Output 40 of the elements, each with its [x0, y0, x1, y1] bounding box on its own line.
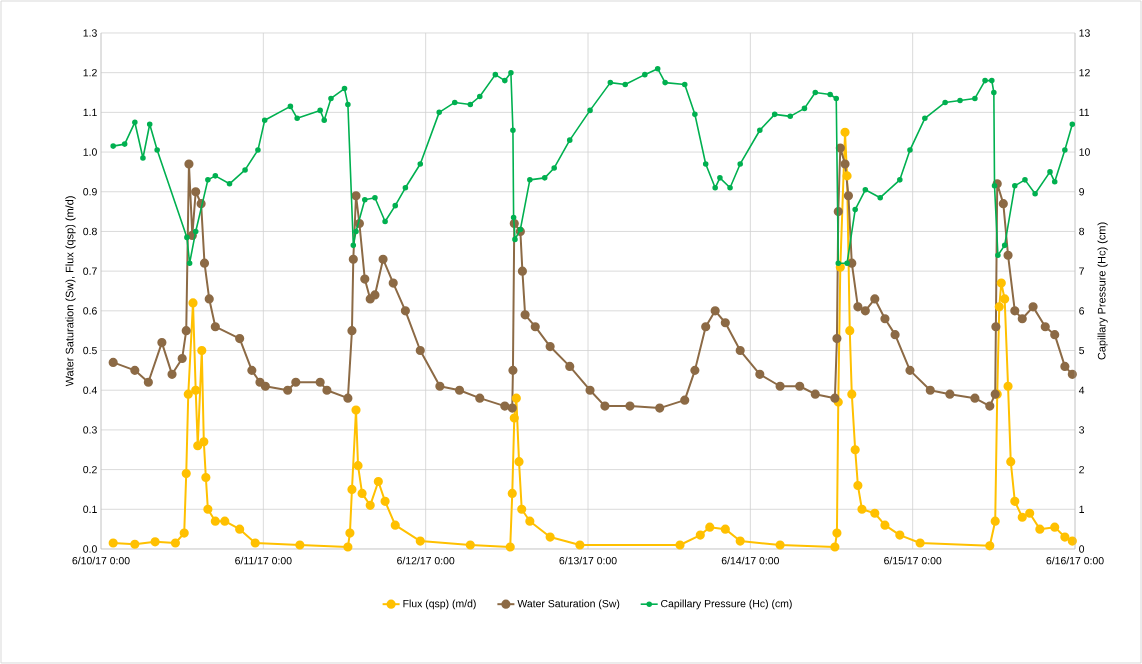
y-tick-label: 0.6	[83, 307, 97, 315]
y-axis-title: Water Saturation (Sw), Flux (qsp) (m/d)	[65, 196, 76, 387]
y2-tick-label: 6	[1079, 307, 1085, 315]
y2-tick-label: 11	[1079, 108, 1090, 116]
y2-tick-label: 2	[1079, 465, 1084, 474]
x-tick-label: 6/16/17 0:00	[1046, 556, 1104, 565]
legend-label: Water Saturation (Sw)	[517, 599, 620, 610]
y-tick-label: 0.5	[83, 346, 97, 355]
y2-tick-label: 4	[1078, 386, 1085, 394]
x-tick-label: 6/11/17 0:00	[235, 556, 292, 565]
y-tick-label: 1.0	[83, 148, 97, 156]
y2-tick-label: 3	[1079, 426, 1085, 434]
y2-tick-label: 5	[1079, 346, 1085, 355]
y2-tick-label: 8	[1079, 227, 1085, 236]
y-tick-label: 0.1	[83, 505, 97, 513]
y2-tick-label: 9	[1079, 188, 1085, 196]
y-tick-label: 1.3	[83, 29, 97, 37]
x-tick-label: 6/10/17 0:00	[72, 556, 130, 565]
y2-tick-label: 7	[1079, 267, 1084, 275]
x-tick-label: 6/15/17 0:00	[884, 556, 942, 565]
y2-tick-label: 13	[1079, 29, 1090, 37]
y2-tick-label: 10	[1079, 148, 1090, 156]
y2-tick-label: 1	[1079, 505, 1084, 513]
y-tick-label: 0.0	[83, 545, 97, 553]
y-tick-label: 0.4	[83, 386, 98, 394]
y2-axis-title: Capillary Pressure (Hc) (cm)	[1097, 222, 1108, 360]
y-tick-label: 1.2	[83, 69, 97, 77]
x-tick-label: 6/12/17 0:00	[397, 556, 455, 565]
legend-label: Flux (qsp) (m/d)	[403, 599, 476, 610]
x-tick-label: 6/13/17 0:00	[559, 556, 617, 565]
y-tick-label: 0.3	[83, 426, 97, 434]
y2-tick-label: 0	[1079, 545, 1085, 553]
y-tick-label: 0.7	[83, 267, 97, 275]
y-tick-label: 0.8	[83, 227, 97, 236]
y2-tick-label: 12	[1079, 69, 1090, 77]
x-tick-label: 6/14/17 0:00	[721, 556, 779, 565]
legend-label: Capillary Pressure (Hc) (cm)	[661, 599, 792, 610]
y-tick-label: 0.2	[83, 465, 97, 474]
y-tick-label: 1.1	[83, 108, 97, 116]
y-tick-label: 0.9	[83, 188, 97, 196]
